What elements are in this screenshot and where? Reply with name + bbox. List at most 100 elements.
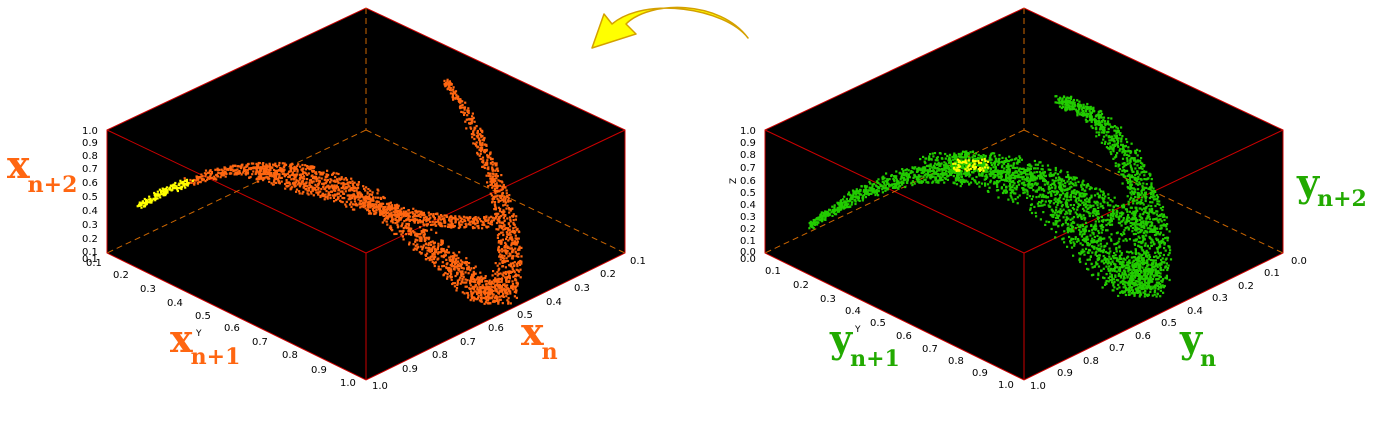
data-point (849, 197, 852, 201)
data-point (422, 211, 425, 214)
data-point (1125, 274, 1128, 277)
data-point (445, 266, 448, 269)
data-point (1096, 277, 1099, 281)
data-point (296, 170, 299, 173)
data-point (1147, 204, 1150, 207)
data-point (1093, 240, 1096, 243)
data-point (450, 83, 453, 86)
data-point (913, 175, 917, 178)
data-point (882, 187, 885, 190)
data-point (956, 173, 959, 176)
data-point (907, 169, 910, 172)
data-point (512, 242, 515, 245)
data-point (330, 190, 333, 193)
data-point (824, 210, 827, 213)
data-point (1131, 264, 1134, 267)
data-point (1144, 191, 1147, 194)
data-point (1088, 214, 1091, 218)
data-point (1118, 168, 1121, 171)
data-point (1130, 282, 1133, 285)
data-point (414, 240, 417, 243)
data-point (1163, 261, 1166, 264)
data-point (466, 216, 469, 219)
data-point (996, 183, 999, 186)
data-point (445, 263, 448, 266)
data-point (434, 212, 438, 215)
data-point (514, 273, 517, 276)
data-point (851, 189, 855, 192)
data-point (509, 225, 512, 228)
data-point (222, 173, 225, 176)
data-point (833, 206, 836, 209)
data-point (1153, 290, 1156, 293)
data-point (510, 242, 513, 245)
data-point (326, 178, 329, 182)
data-point (886, 182, 889, 185)
data-point (1058, 200, 1061, 203)
data-point (518, 263, 522, 266)
data-point (500, 286, 503, 289)
data-point (1100, 237, 1103, 240)
data-point (816, 223, 819, 226)
data-point (449, 270, 452, 273)
data-point (1135, 288, 1138, 291)
data-point (1091, 231, 1094, 234)
data-point (1092, 246, 1095, 249)
data-point (1134, 283, 1137, 286)
data-point (1069, 218, 1072, 221)
data-point (881, 188, 884, 191)
data-point (430, 228, 433, 231)
data-point (420, 230, 423, 233)
data-point (1122, 257, 1126, 260)
data-point (1029, 175, 1032, 178)
data-point (411, 230, 414, 233)
data-point (416, 233, 419, 236)
data-point (177, 187, 180, 190)
data-point (454, 221, 457, 224)
data-point (484, 275, 487, 278)
data-point (398, 230, 401, 233)
data-point (461, 260, 464, 263)
data-point (1140, 256, 1143, 259)
data-point (394, 222, 397, 225)
data-point (460, 263, 464, 266)
data-point (446, 83, 449, 86)
data-point (333, 186, 337, 189)
data-point (497, 277, 500, 280)
data-point (969, 173, 972, 176)
data-point (376, 188, 379, 191)
left-y-axis-letter: Y (195, 329, 202, 339)
data-point (252, 162, 255, 165)
data-point (1089, 255, 1092, 258)
data-point (390, 214, 393, 217)
data-point (356, 194, 359, 197)
data-point (924, 173, 928, 176)
data-point (463, 281, 466, 284)
left-z-tick: 0.7 (82, 164, 98, 175)
data-point (154, 193, 157, 196)
data-point (509, 262, 512, 265)
data-point (1164, 249, 1167, 252)
data-point (822, 211, 825, 214)
data-point (444, 254, 447, 257)
data-point (478, 133, 481, 136)
data-point (494, 169, 497, 172)
data-point (505, 192, 508, 195)
data-point (433, 223, 436, 226)
data-point (480, 135, 483, 138)
data-point (402, 211, 405, 214)
data-point (342, 192, 346, 195)
data-point (1136, 183, 1140, 186)
data-point (1091, 266, 1094, 269)
data-point (1132, 283, 1135, 286)
data-point (492, 181, 495, 184)
data-point (1065, 210, 1068, 213)
data-point (313, 186, 316, 189)
data-point (923, 171, 926, 174)
data-point (909, 171, 912, 174)
data-point (472, 291, 475, 294)
data-point (459, 265, 462, 268)
data-point (1104, 250, 1107, 254)
data-point (1066, 206, 1070, 209)
data-point (1065, 198, 1068, 201)
